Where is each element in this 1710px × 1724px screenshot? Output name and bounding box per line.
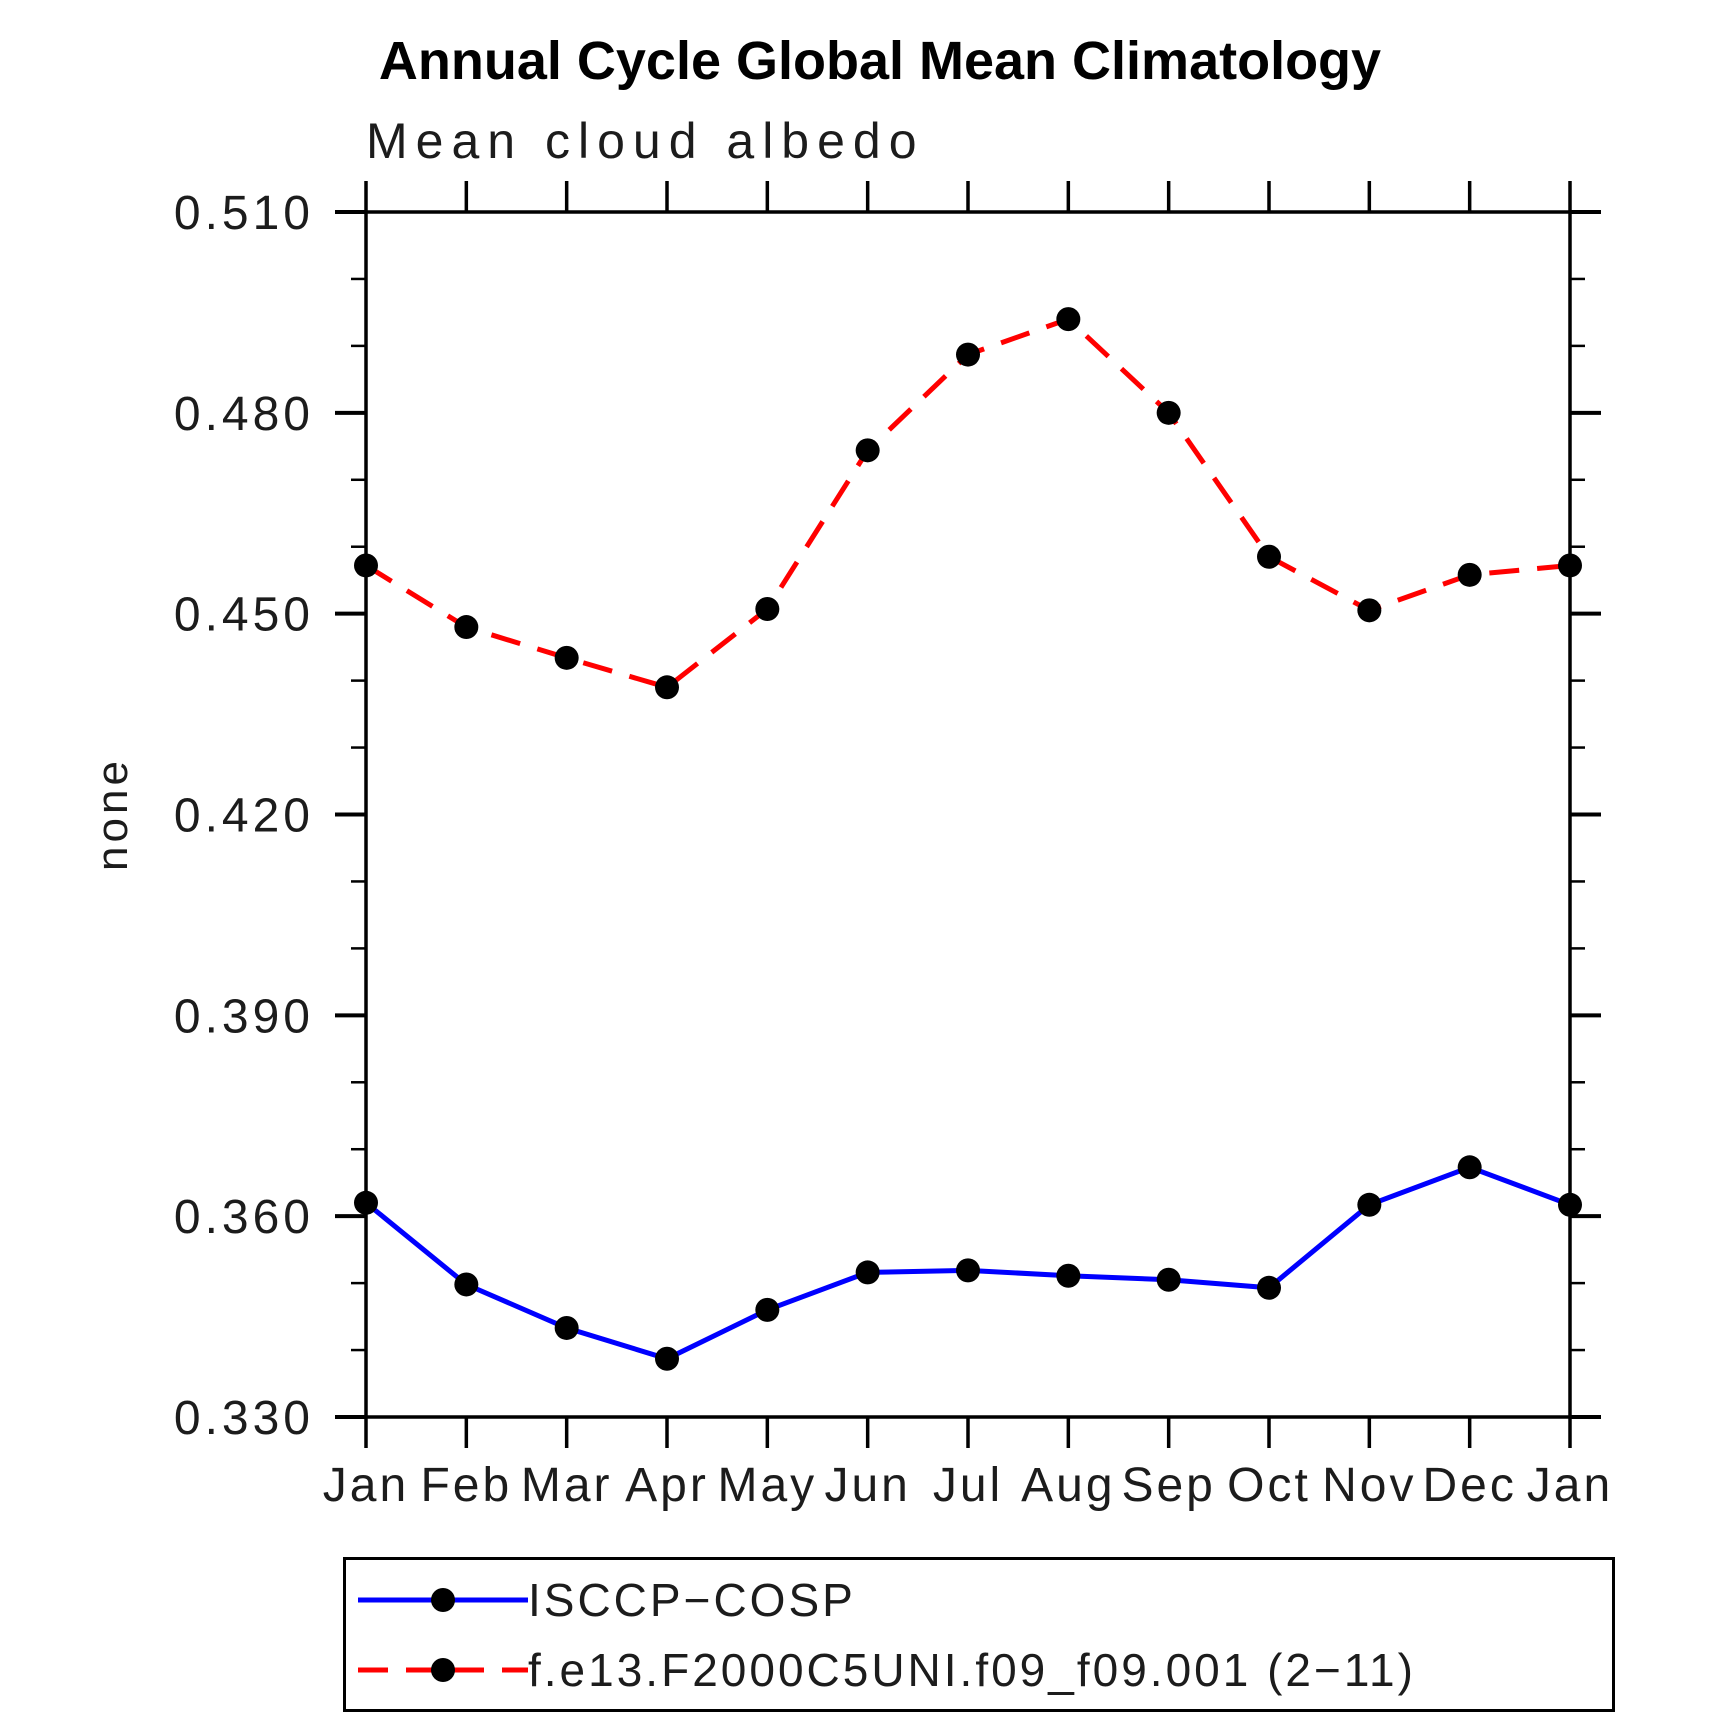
x-tick-label: Nov [1322, 1459, 1416, 1512]
data-point [755, 596, 780, 621]
data-point [655, 675, 679, 700]
legend-marker [431, 1587, 455, 1612]
data-point [956, 342, 980, 367]
data-point [354, 1190, 378, 1215]
legend-label: f.e13.F2000C5UNI.f09_f09.001 (2−11) [528, 1643, 1416, 1696]
x-tick-label: Jul [933, 1459, 1003, 1512]
x-tick-label: Jan [1527, 1459, 1613, 1512]
x-tick-label: Feb [420, 1459, 512, 1512]
legend-line-sample [358, 1657, 528, 1682]
x-tick-label: Sep [1121, 1459, 1215, 1512]
legend-line-sample [358, 1587, 528, 1612]
data-point [655, 1346, 679, 1371]
data-point [1056, 307, 1081, 332]
y-tick-label: 0.480 [174, 388, 314, 441]
legend-label: ISCCP−COSP [528, 1573, 856, 1626]
data-point [1357, 598, 1382, 623]
data-point [1257, 1275, 1281, 1300]
data-point [554, 1315, 579, 1340]
data-point [1156, 400, 1181, 425]
data-point [855, 438, 880, 463]
data-point [1257, 544, 1281, 569]
data-point [1457, 1155, 1482, 1180]
x-tick-label: Dec [1422, 1459, 1516, 1512]
chart-subtitle: Mean cloud albedo [366, 113, 925, 169]
data-point [1558, 553, 1582, 578]
y-tick-label: 0.420 [174, 790, 314, 843]
data-point [554, 645, 579, 670]
plot-frame [364, 210, 1572, 1419]
data-point [1357, 1192, 1382, 1217]
legend-item: ISCCP−COSP [358, 1573, 1612, 1626]
data-point [454, 615, 479, 640]
y-tick-label: 0.450 [174, 589, 314, 642]
x-tick-label: Oct [1227, 1459, 1311, 1512]
y-tick-label: 0.330 [174, 1392, 314, 1445]
data-point [454, 1272, 479, 1297]
legend-item: f.e13.F2000C5UNI.f09_f09.001 (2−11) [358, 1643, 1612, 1696]
chart-title: Annual Cycle Global Mean Climatology [378, 31, 1382, 91]
x-tick-label: Mar [521, 1459, 613, 1512]
legend-marker [431, 1657, 455, 1682]
y-tick-label: 0.360 [174, 1191, 314, 1244]
data-point [855, 1260, 880, 1285]
x-tick-label: Jun [824, 1459, 910, 1512]
y-tick-label: 0.390 [174, 990, 314, 1043]
x-tick-label: Jan [323, 1459, 409, 1512]
data-point [956, 1258, 980, 1283]
data-point [755, 1297, 780, 1322]
x-tick-label: Apr [625, 1459, 709, 1512]
y-tick-label: 0.510 [174, 187, 314, 240]
data-point [354, 553, 378, 578]
legend: ISCCP−COSP f.e13.F2000C5UNI.f09_f09.001 (… [343, 1557, 1615, 1712]
data-point [1156, 1267, 1181, 1292]
data-point [1457, 562, 1482, 587]
data-point [1056, 1263, 1081, 1288]
x-tick-label: May [717, 1459, 817, 1512]
data-point [1558, 1192, 1582, 1217]
series-line-1 [364, 316, 1571, 691]
x-tick-label: Aug [1021, 1459, 1115, 1512]
